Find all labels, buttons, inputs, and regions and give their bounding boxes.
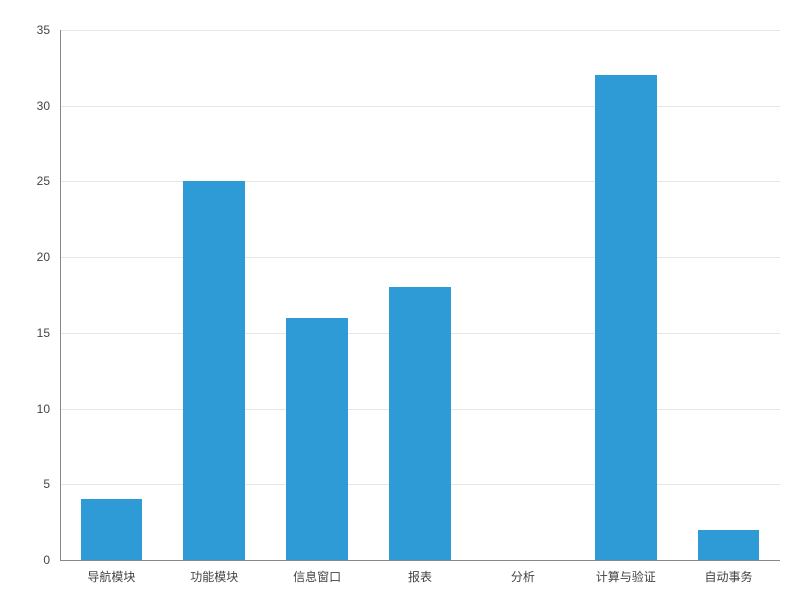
x-tick-label: 功能模块: [190, 568, 238, 585]
x-tick-label: 计算与验证: [596, 568, 656, 585]
gridline: [60, 181, 780, 182]
x-tick-label: 报表: [408, 568, 432, 585]
gridline: [60, 106, 780, 107]
y-tick-label: 5: [0, 477, 50, 491]
x-tick-label: 导航模块: [87, 568, 135, 585]
gridline: [60, 257, 780, 258]
y-axis-line: [60, 30, 61, 560]
bar: [286, 318, 348, 560]
bar: [389, 287, 451, 560]
y-tick-label: 35: [0, 23, 50, 37]
y-tick-label: 30: [0, 99, 50, 113]
bar: [81, 499, 143, 560]
plot-area: [60, 30, 780, 560]
y-tick-label: 0: [0, 553, 50, 567]
y-tick-label: 15: [0, 326, 50, 340]
x-tick-label: 信息窗口: [293, 568, 341, 585]
bar-chart: 0 5 10 15 20 25 30 35 导航模块 功能模块 信息窗口 报表 分析 计算与验证 自动事务: [0, 0, 800, 600]
bar: [183, 181, 245, 560]
y-tick-label: 25: [0, 174, 50, 188]
x-axis-line: [60, 560, 780, 561]
bar: [595, 75, 657, 560]
x-tick-label: 分析: [511, 568, 535, 585]
gridline: [60, 30, 780, 31]
bar: [698, 530, 760, 560]
y-tick-label: 10: [0, 402, 50, 416]
x-tick-label: 自动事务: [705, 568, 753, 585]
y-tick-label: 20: [0, 250, 50, 264]
